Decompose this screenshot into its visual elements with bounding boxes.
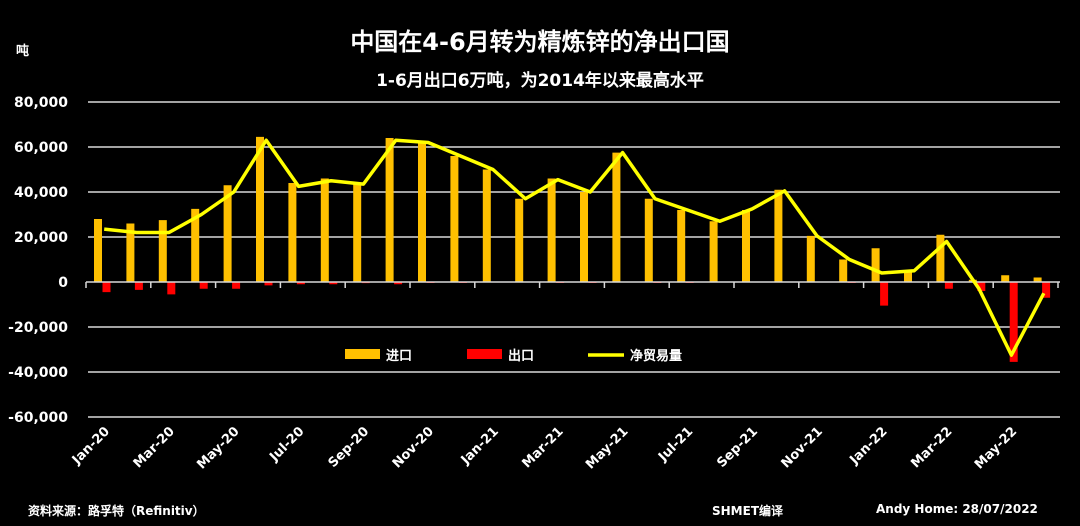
x-tick-label: Sep-20 <box>326 424 373 471</box>
legend-label-import: 进口 <box>386 349 412 364</box>
author-date: Andy Home: 28/07/2022 <box>876 502 1038 516</box>
x-tick-label: Jul-20 <box>266 424 307 465</box>
import-bar <box>191 208 200 282</box>
import-bar <box>677 210 686 282</box>
export-bar <box>1042 282 1051 298</box>
import-bar <box>450 156 459 282</box>
import-bar <box>709 221 718 282</box>
x-tick-label: Mar-22 <box>908 424 955 471</box>
import-bar <box>94 219 102 282</box>
net-trade-line <box>104 138 1046 357</box>
import-bar <box>126 223 135 282</box>
x-tick-label: May-20 <box>194 424 242 472</box>
x-tick-label: Sep-21 <box>714 424 761 471</box>
import-bar <box>644 198 653 282</box>
chart-title: 中国在4-6月转为精炼锌的净出口国 <box>350 28 730 56</box>
source-note: 资料来源：路孚特（Refinitiv） <box>28 504 205 518</box>
x-tick-label: Nov-20 <box>390 424 437 471</box>
x-tick-label: Jan-21 <box>458 424 502 468</box>
y-tick-label: -40,000 <box>8 365 68 381</box>
x-tick-label: Mar-20 <box>131 424 178 471</box>
import-bar <box>839 259 848 282</box>
x-tick-label: May-21 <box>583 424 631 472</box>
import-bar <box>904 270 912 282</box>
x-tick-label: May-22 <box>972 424 1020 472</box>
export-bar <box>102 282 111 293</box>
legend-label-export: 出口 <box>508 348 534 364</box>
export-bar <box>296 282 305 285</box>
import-bar <box>1001 275 1010 282</box>
import-bar <box>580 192 588 282</box>
translator-note: SHMET编译 <box>712 504 784 518</box>
import-bar <box>774 189 783 282</box>
export-bar <box>167 282 176 295</box>
export-bar <box>264 282 273 286</box>
import-bar <box>1033 277 1042 282</box>
import-bar <box>385 138 394 282</box>
export-bar <box>977 282 986 291</box>
import-bar <box>742 210 750 282</box>
y-tick-label: 80,000 <box>14 95 68 111</box>
y-axis-unit: 吨 <box>16 44 30 59</box>
export-bar <box>880 282 889 306</box>
import-bar <box>223 185 232 282</box>
x-tick-label: Jul-21 <box>655 424 696 465</box>
import-bar <box>806 235 815 282</box>
legend-label-net: 净贸易量 <box>630 348 682 364</box>
x-tick-label: Mar-21 <box>520 424 567 471</box>
export-bar <box>199 282 208 289</box>
import-bar <box>288 183 297 282</box>
import-bar <box>353 183 362 282</box>
export-bar <box>134 282 143 290</box>
x-tick-label: Jan-20 <box>69 424 113 468</box>
legend-swatch-import <box>345 349 380 359</box>
import-bar <box>158 220 167 282</box>
export-bar <box>329 282 338 285</box>
export-bar <box>944 282 953 289</box>
export-bar <box>394 282 403 285</box>
import-bar <box>482 169 491 282</box>
import-bar <box>936 234 945 282</box>
y-tick-label: 0 <box>58 275 68 291</box>
y-tick-label: 40,000 <box>14 185 68 201</box>
y-tick-label: -20,000 <box>8 320 68 336</box>
x-tick-label: Jan-22 <box>847 424 891 468</box>
x-tick-label: Nov-21 <box>779 424 826 471</box>
import-bar <box>871 248 880 282</box>
chart-subtitle: 1-6月出口6万吨，为2014年以来最高水平 <box>376 71 704 91</box>
import-bar <box>256 136 264 282</box>
import-bar <box>418 142 426 282</box>
import-bar <box>515 198 524 282</box>
export-bar <box>232 282 241 289</box>
import-bar <box>320 178 329 282</box>
export-bar <box>1009 282 1018 362</box>
import-bar <box>547 178 556 282</box>
y-tick-label: 60,000 <box>14 140 68 156</box>
y-tick-label: 20,000 <box>14 230 68 246</box>
legend-swatch-export <box>467 349 502 359</box>
y-tick-label: -60,000 <box>8 410 68 426</box>
import-bar <box>612 152 621 282</box>
